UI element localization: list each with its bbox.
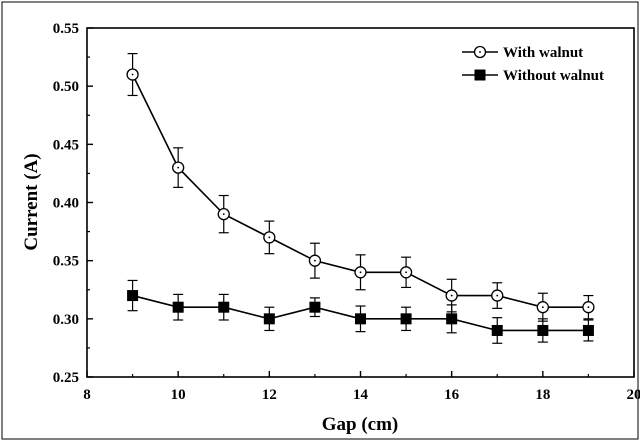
x-tick-label: 12 bbox=[262, 387, 277, 403]
x-tick-label: 16 bbox=[444, 387, 460, 403]
data-point bbox=[355, 313, 366, 324]
x-tick-label: 10 bbox=[171, 387, 186, 403]
data-point bbox=[446, 313, 457, 324]
data-point bbox=[401, 313, 412, 324]
y-tick-label: 0.50 bbox=[53, 79, 79, 95]
x-tick-label: 14 bbox=[353, 387, 369, 403]
y-tick-label: 0.40 bbox=[53, 196, 79, 212]
legend-label: Without walnut bbox=[503, 68, 604, 84]
data-point bbox=[173, 302, 184, 313]
data-point bbox=[492, 325, 503, 336]
data-point-center bbox=[451, 295, 453, 297]
y-tick-label: 0.55 bbox=[53, 21, 79, 37]
y-axis-title: Current (A) bbox=[21, 153, 42, 250]
data-point bbox=[309, 302, 320, 313]
legend-label: With walnut bbox=[503, 45, 583, 61]
data-point bbox=[127, 290, 138, 301]
data-point-center bbox=[588, 306, 590, 308]
data-point-center bbox=[132, 74, 134, 76]
x-tick-label: 18 bbox=[535, 387, 550, 403]
data-point-center bbox=[405, 271, 407, 273]
data-point-center bbox=[360, 271, 362, 273]
data-point-center bbox=[496, 295, 498, 297]
y-tick-label: 0.35 bbox=[53, 254, 79, 270]
y-tick-label: 0.30 bbox=[53, 312, 79, 328]
data-point bbox=[583, 325, 594, 336]
x-tick-label: 8 bbox=[83, 387, 91, 403]
x-tick-label: 20 bbox=[627, 387, 640, 403]
data-point bbox=[264, 313, 275, 324]
legend-marker-center bbox=[479, 51, 481, 53]
legend-marker bbox=[475, 70, 486, 81]
data-point bbox=[218, 302, 229, 313]
y-tick-label: 0.25 bbox=[53, 370, 79, 386]
data-point-center bbox=[542, 306, 544, 308]
data-point-center bbox=[223, 213, 225, 215]
data-point bbox=[537, 325, 548, 336]
data-point-center bbox=[177, 167, 179, 169]
y-tick-label: 0.45 bbox=[53, 137, 79, 153]
data-point-center bbox=[268, 237, 270, 239]
x-axis-title: Gap (cm) bbox=[322, 414, 399, 435]
data-point-center bbox=[314, 260, 316, 262]
